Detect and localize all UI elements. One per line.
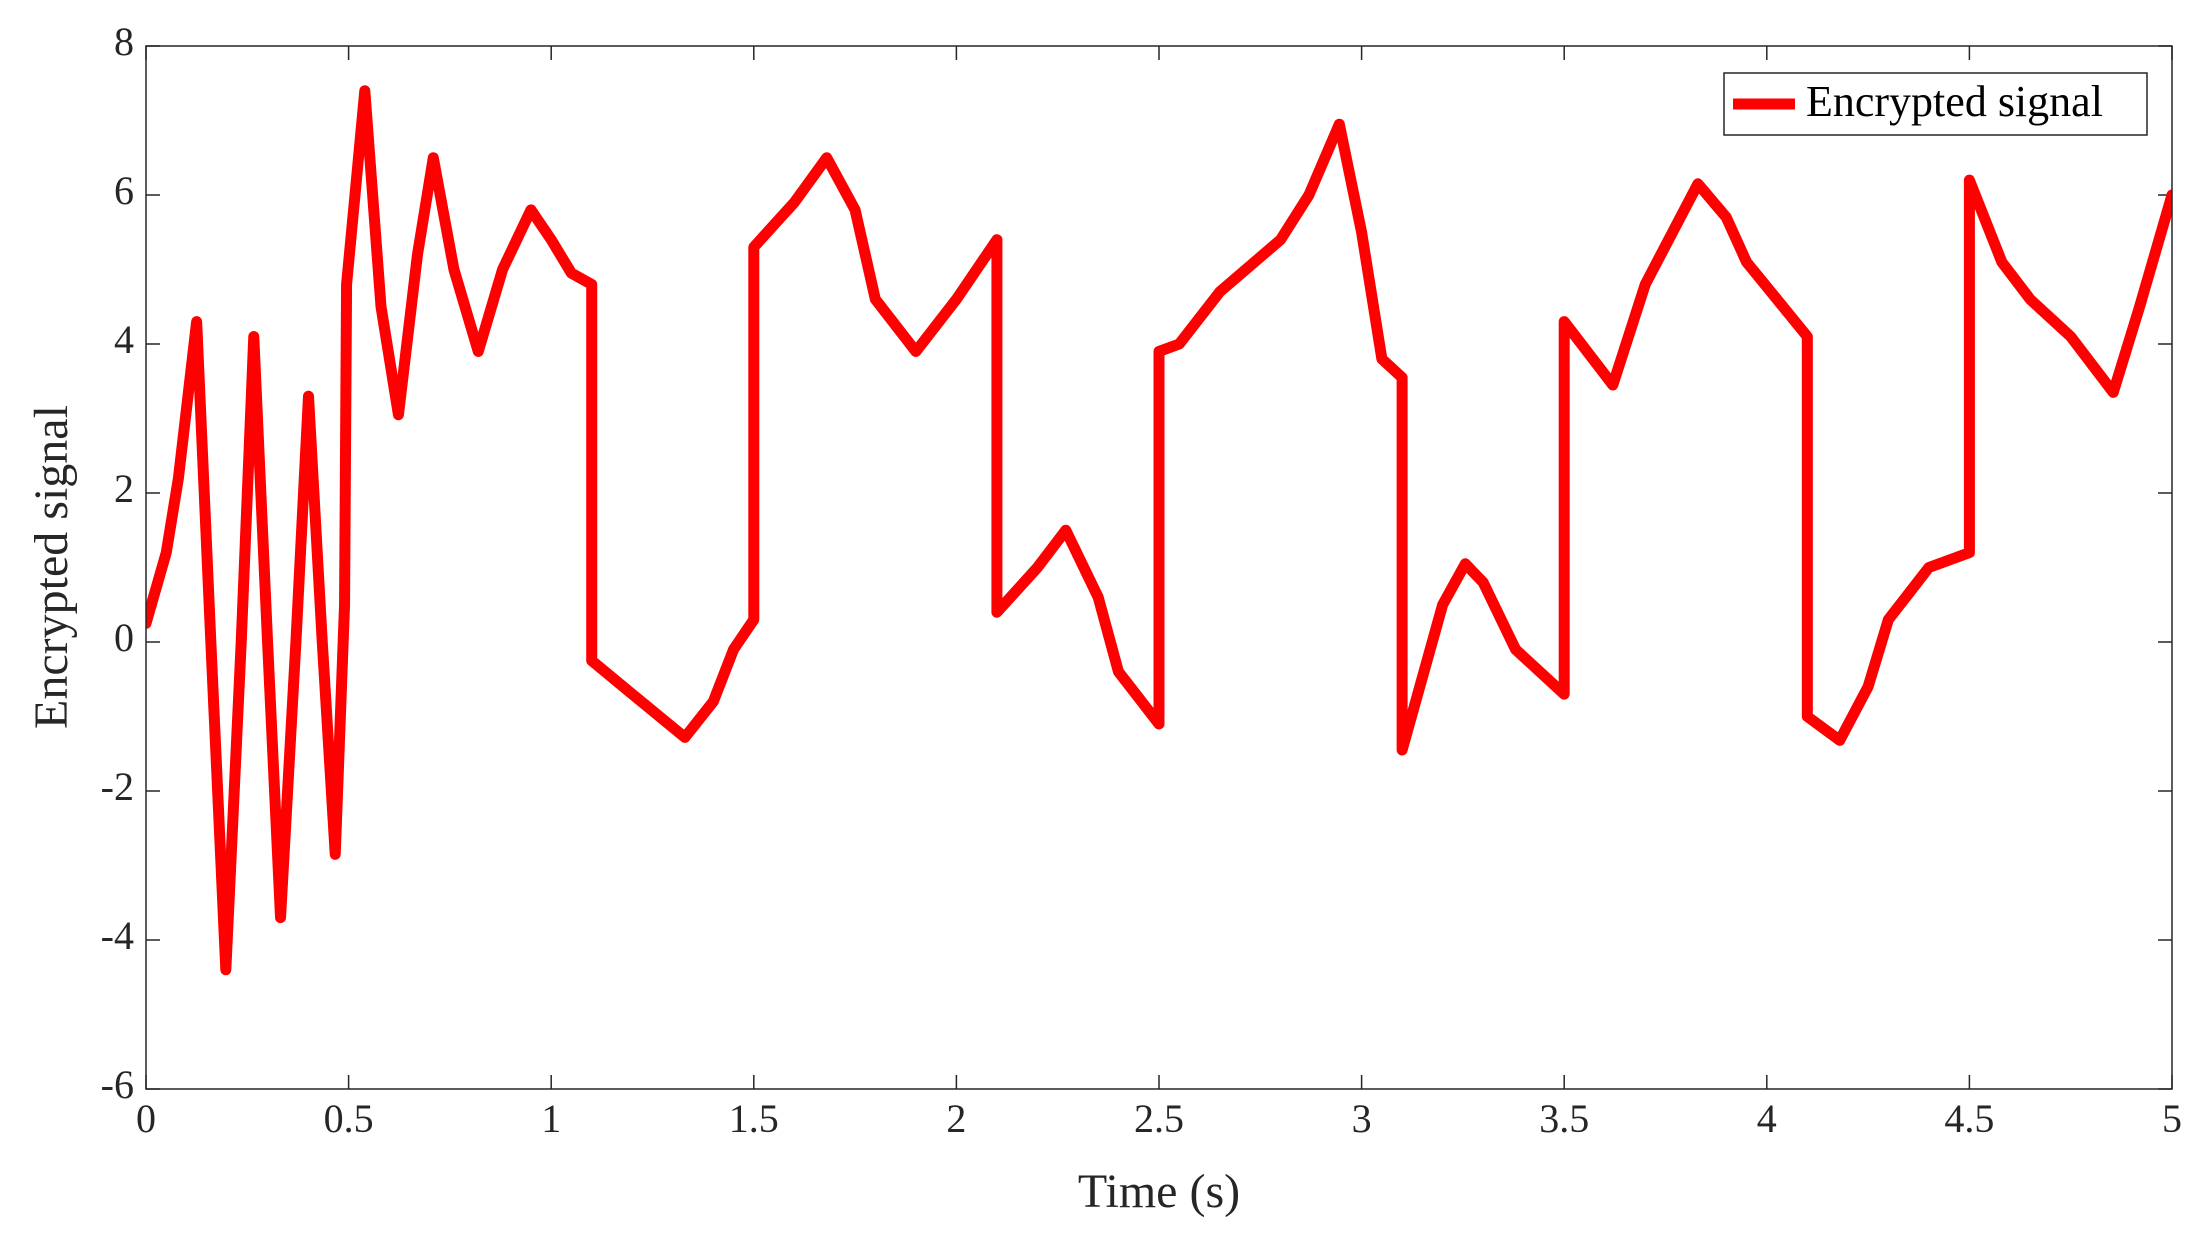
- x-tick-label: 1.5: [729, 1096, 779, 1141]
- axes-box: [145, 45, 2173, 1090]
- x-tick-label: 1: [541, 1096, 561, 1141]
- x-tick-label: 5: [2162, 1096, 2182, 1141]
- y-tick-label: -6: [101, 1062, 134, 1107]
- data-line: [146, 85, 2172, 976]
- y-tick-label: 2: [114, 466, 134, 511]
- x-tick-label: 2.5: [1134, 1096, 1184, 1141]
- y-tick-label: 4: [114, 317, 134, 362]
- x-tick-label: 0.5: [324, 1096, 374, 1141]
- y-tick-label: 6: [114, 168, 134, 213]
- x-tick-label: 4: [1757, 1096, 1777, 1141]
- y-tick-label: -2: [101, 764, 134, 809]
- x-tick-label: 3.5: [1539, 1096, 1589, 1141]
- x-tick-label: 3: [1352, 1096, 1372, 1141]
- x-tick-label: 2: [946, 1096, 966, 1141]
- y-tick-label: 8: [114, 19, 134, 64]
- y-tick-label: 0: [114, 615, 134, 660]
- x-axis-label: Time (s): [1078, 1165, 1240, 1218]
- x-tick-label: 0: [136, 1096, 156, 1141]
- x-tick-label: 4.5: [1944, 1096, 1994, 1141]
- y-tick-label: -4: [101, 913, 134, 958]
- legend-label: Encrypted signal: [1806, 77, 2103, 126]
- y-axis-label: Encrypted signal: [25, 405, 78, 729]
